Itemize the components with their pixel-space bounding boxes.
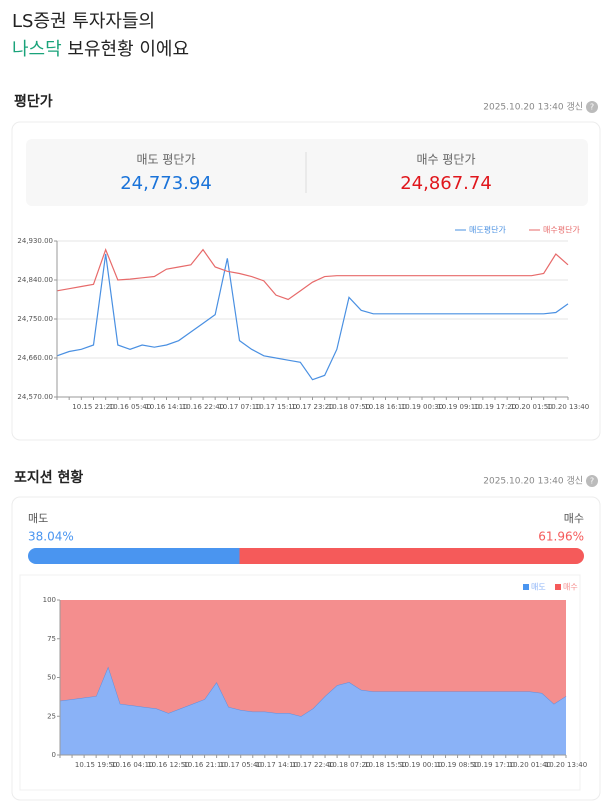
x-tick-label: 10.18 15:50 [364,761,406,769]
y-tick-label: 50 [47,674,56,682]
buy-value: 24,867.74 [400,173,492,194]
x-tick-label: 10.20 13:40 [545,761,587,769]
section-title: 평단가 [14,93,53,110]
x-tick-label: 10.18 07:50 [328,403,370,411]
header-line2: 나스닥 보유현황 이에요 [12,39,189,60]
x-tick-label: 10.16 14:10 [145,403,187,411]
y-tick-label: 24,660.00 [17,354,53,362]
x-tick-label: 10.18 07:20 [328,761,370,769]
x-tick-label: 10.17 14:10 [256,761,298,769]
header-line1: LS증권 투자자들의 [12,11,155,32]
help-icon-text[interactable]: ? [590,103,594,112]
x-tick-label: 10.19 00:30 [401,403,443,411]
value-label: 61.96% [538,530,584,544]
updated: 2025.10.20 13:40 갱신 [483,102,583,113]
x-tick-label: 10.16 04:10 [111,761,153,769]
y-tick-label: 25 [47,712,56,720]
header-rest: 보유현황 이에요 [62,39,189,60]
chart-frame [19,574,581,791]
x-tick-label: 10.20 01:50 [510,403,552,411]
help-icon[interactable] [586,475,598,487]
x-tick-label: 10.20 13:40 [547,403,589,411]
x-tick-label: 10.15 21:20 [72,403,114,411]
x-tick-label: 10.19 17:20 [474,403,516,411]
legend-label: 매수평단가 [543,225,580,235]
legend-swatch [523,584,529,590]
legend-label: 매도 [531,583,546,592]
x-tick-label: 10.16 12:50 [147,761,189,769]
x-tick-label: 10.19 00:10 [400,761,442,769]
x-tick-label: 10.20 01:40 [509,761,551,769]
y-tick-label: 75 [47,635,56,643]
y-tick-label: 24,930.00 [17,237,53,245]
legend-label: 매도평단가 [469,225,506,235]
buy-label: 매수 평단가 [416,153,475,167]
x-tick-label: 10.17 22:40 [292,761,334,769]
area-series [60,666,566,755]
legend-label: 매수 [564,512,584,525]
sell-label: 매도 평단가 [136,153,195,167]
x-tick-label: 10.17 07:10 [218,403,260,411]
x-tick-label: 10.16 05:40 [109,403,151,411]
y-tick-label: 24,750.00 [17,315,53,323]
legend-label: 매수 [563,583,578,592]
y-tick-label: 24,570.00 [17,393,53,401]
sell-value: 24,773.94 [120,173,212,194]
x-tick-label: 10.18 16:10 [364,403,406,411]
line-series [56,253,569,381]
bar [239,548,584,564]
line-series [56,247,569,301]
help-icon-text[interactable]: ? [590,477,594,486]
header-highlight: 나스닥 [12,39,62,60]
x-tick-label: 10.19 17:10 [472,761,514,769]
summary-box [26,139,588,206]
area-series [60,600,566,717]
section-title: 포지션 현황 [14,469,83,486]
x-tick-label: 10.17 05:40 [219,761,261,769]
x-tick-label: 10.19 09:10 [437,403,479,411]
x-tick-label: 10.15 19:50 [75,761,117,769]
help-icon[interactable] [586,101,598,113]
y-tick-label: 100 [43,596,56,604]
y-tick-label: 24,840.00 [17,276,53,284]
x-tick-label: 10.16 22:40 [182,403,224,411]
x-tick-label: 10.17 15:10 [255,403,297,411]
legend-swatch [555,584,561,590]
updated: 2025.10.20 13:40 갱신 [483,476,583,487]
value-label: 38.04% [28,530,74,544]
bar [28,548,240,564]
x-tick-label: 10.16 21:10 [183,761,225,769]
y-tick-label: 0 [52,751,56,759]
x-tick-label: 10.19 08:50 [436,761,478,769]
legend-label: 매도 [28,512,48,525]
x-tick-label: 10.17 23:20 [291,403,333,411]
